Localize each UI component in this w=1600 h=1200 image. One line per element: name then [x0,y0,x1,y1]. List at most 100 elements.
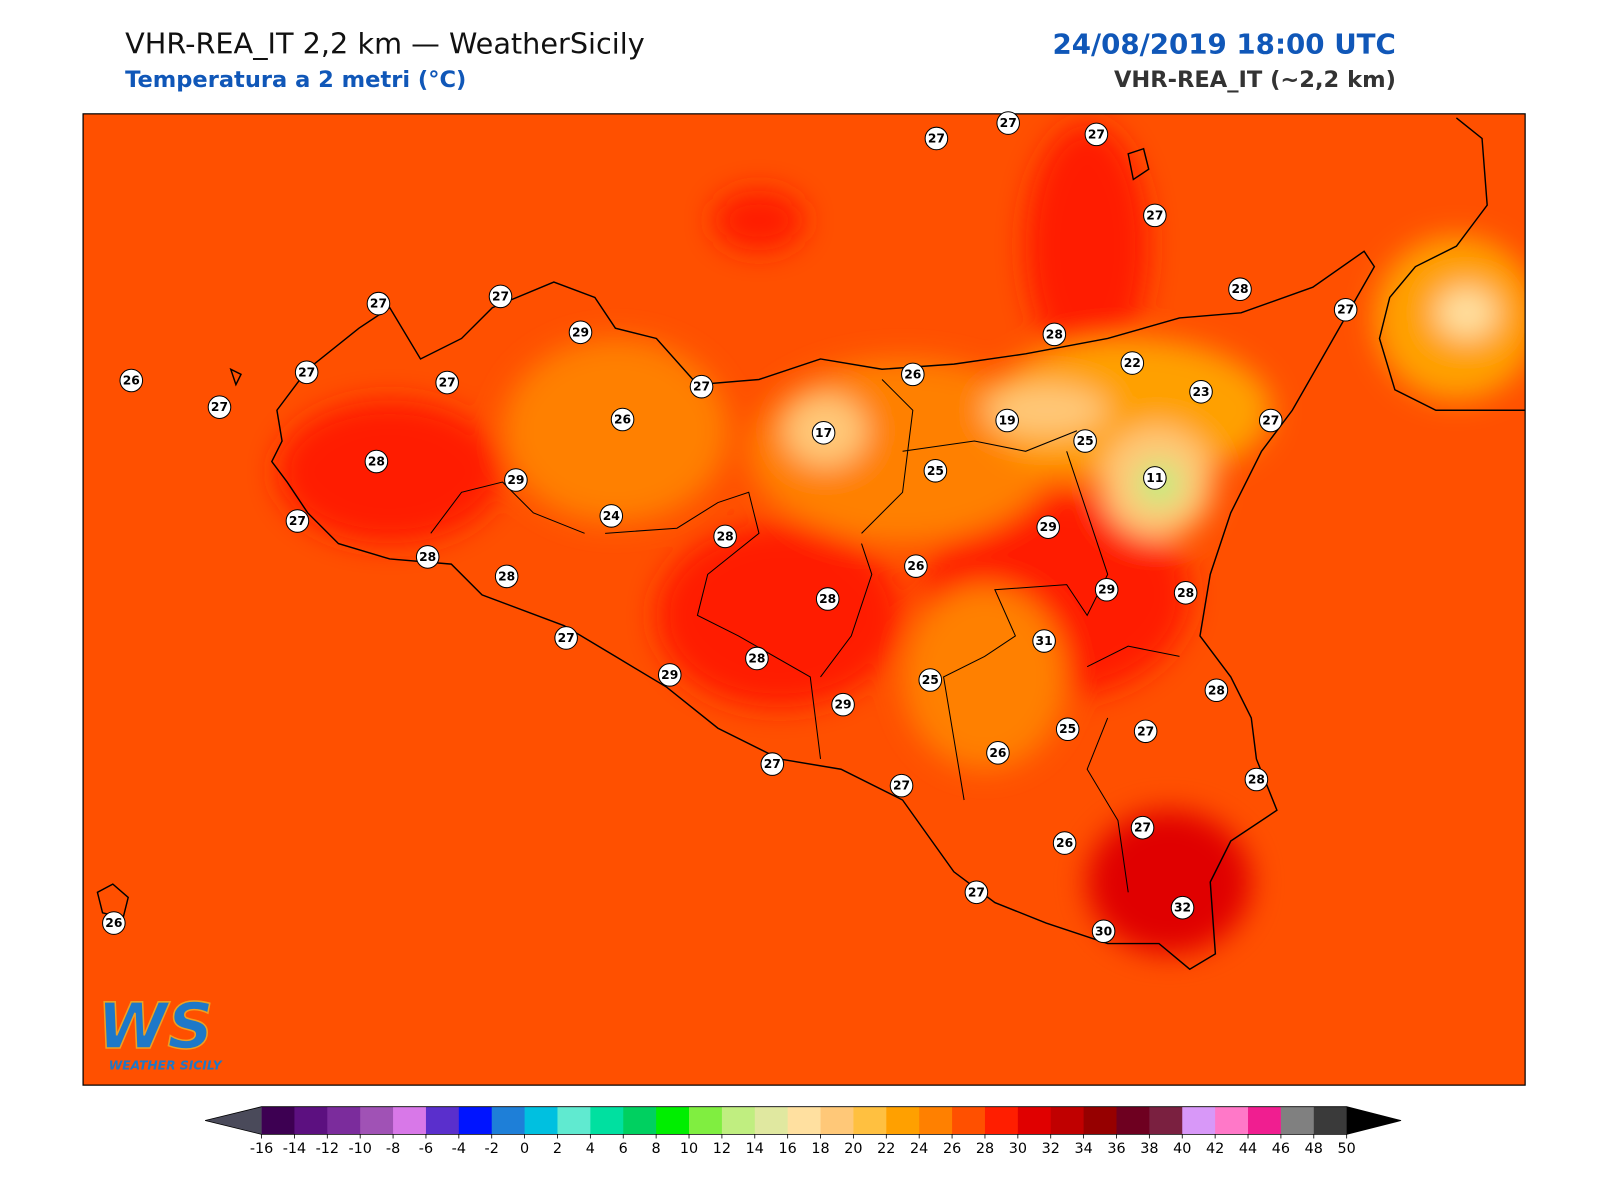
station: 27 [488,284,513,309]
station-marker [689,374,714,399]
station-marker [923,458,948,483]
station-marker [1133,719,1158,744]
colorbar-tick-label: 8 [652,1141,661,1157]
colorbar-segment [1215,1106,1249,1135]
station-marker [1052,831,1077,855]
station-marker [285,509,310,533]
colorbar-tick-label: 20 [844,1141,862,1157]
datetime: 24/08/2019 18:00 UTC [1052,27,1395,60]
station-marker [657,663,682,687]
station-marker [1036,515,1060,539]
colorbar-segment [721,1106,756,1135]
colorbar-tick-label: -6 [419,1141,433,1157]
station-marker [364,449,389,474]
station: 23 [1189,380,1213,404]
station-value: 27 [1000,116,1017,130]
station-value: 25 [1059,722,1076,736]
station-value: 29 [572,325,589,339]
station-marker [1042,322,1067,347]
colorbar-tick-label: -10 [348,1141,371,1157]
colorbar-tick-label: 12 [713,1141,731,1157]
station: 27 [1333,297,1358,322]
station-value: 27 [1146,208,1163,222]
colorbar-tick-label: -12 [316,1141,339,1157]
station: 27 [435,370,459,395]
colorbar-segment [1116,1106,1150,1135]
station-value: 28 [1231,282,1248,296]
station: 28 [745,646,769,671]
station-marker [889,773,914,798]
colorbar-segment [754,1106,789,1135]
colorbar-segment [1017,1106,1052,1135]
station-marker [415,545,440,569]
station-marker [904,554,928,578]
station: 28 [713,524,737,549]
station-marker [1204,678,1229,703]
station-value: 27 [693,380,710,394]
colorbar: -16 -14 -12 -10 -8 -6 -4 -2 0 2 4 6 8 10 12 14 16 18 20 22 2… [205,1106,1402,1157]
station-value: 27 [764,757,781,771]
station-marker [1170,895,1195,920]
station-value: 26 [105,916,122,930]
station-value: 32 [1174,901,1191,915]
colorbar-segment [656,1106,690,1135]
logo-caption: WEATHER SICILY [109,1059,223,1073]
station: 29 [568,320,593,345]
station-marker [1228,277,1252,302]
colorbar-tick-label: 38 [1140,1141,1158,1157]
station-marker [435,370,459,395]
station-value: 19 [999,414,1016,428]
station: 29 [1036,515,1060,539]
logo-mark: WS [97,989,213,1063]
colorbar-tick-label: -16 [250,1141,273,1157]
colorbar-segment [360,1106,394,1135]
station: 26 [1052,831,1077,855]
colorbar-tick-label: 42 [1206,1141,1224,1157]
station-value: 31 [1036,634,1053,648]
station-value: 29 [1040,520,1057,534]
station-value: 27 [439,376,456,390]
station-value: 28 [748,651,765,665]
station-value: 27 [1262,414,1279,428]
station-value: 28 [1046,327,1063,341]
colorbar-tick-label: 50 [1338,1141,1356,1157]
station: 29 [657,663,682,687]
colorbar-segment [1149,1106,1183,1135]
colorbar-segment [1280,1106,1315,1135]
station-marker [1091,919,1116,944]
station-value: 28 [1177,586,1194,600]
colorbar-segment [820,1106,854,1135]
colorbar-tick-label: 16 [779,1141,797,1157]
station: 28 [1228,277,1252,302]
station-value: 28 [368,455,385,469]
station: 27 [1258,408,1283,433]
station-value: 29 [835,698,852,712]
colorbar-segment [590,1106,624,1135]
station-value: 29 [1098,583,1115,597]
station: 27 [964,880,989,905]
colorbar-tick-label: 46 [1272,1141,1290,1157]
colorbar-tick-label: 26 [943,1141,961,1157]
station: 25 [918,668,943,692]
colorbar-segment [1313,1106,1348,1135]
station: 27 [996,111,1020,135]
station-value: 28 [717,529,734,543]
colorbar-tick-label: 30 [1009,1141,1027,1157]
colorbar-tick-label: 32 [1042,1141,1060,1157]
station-marker [986,741,1010,765]
station: 27 [1133,719,1158,744]
station-marker [1094,577,1119,602]
colorbar-segment [524,1106,558,1135]
station-value: 27 [968,885,985,899]
station-value: 26 [989,746,1006,760]
colorbar-tick-label: 34 [1074,1141,1092,1157]
station-value: 29 [661,668,678,682]
colorbar-segment [1248,1106,1282,1135]
station-value: 25 [1077,434,1094,448]
colorbar-segment [458,1106,493,1135]
station-marker [119,368,144,393]
station-value: 27 [1337,303,1354,317]
station-value: 27 [558,631,575,645]
colorbar-tick-label: 40 [1173,1141,1191,1157]
station-value: 26 [907,559,924,573]
